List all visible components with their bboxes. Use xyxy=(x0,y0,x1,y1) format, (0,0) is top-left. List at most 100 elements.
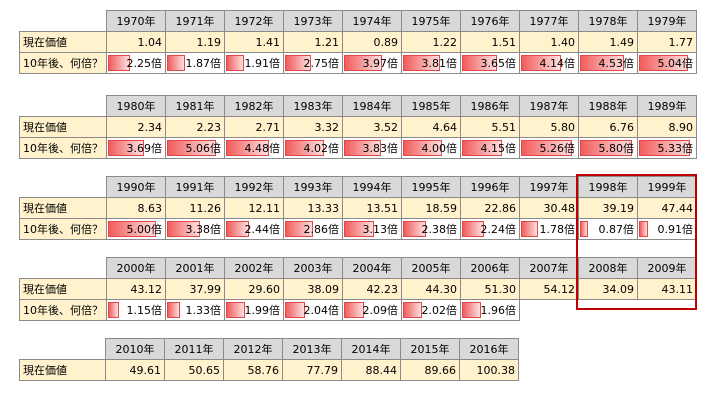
multiplier-databar xyxy=(403,55,440,71)
multiplier-cell: 1.15倍 xyxy=(106,299,166,321)
multiplier-cell: 5.06倍 xyxy=(165,137,225,159)
multiplier-cell: 5.04倍 xyxy=(637,52,697,74)
multiplier-databar xyxy=(462,55,498,71)
value-cell: 34.09 xyxy=(578,278,638,300)
multiplier-row: 10年後、何倍？ 1.15倍 1.33倍 1.99倍 2.04倍 2.09倍 2.02倍 1.… xyxy=(19,299,697,321)
year-block-table: 1970年 1971年 1972年 1973年 1974年 1975年 1976年 1977年… xyxy=(19,10,697,74)
year-header-cell: 2013年 xyxy=(282,338,342,360)
multiplier-databar xyxy=(167,55,185,71)
multiplier-databar xyxy=(521,221,539,237)
multiplier-cell: 0.87倍 xyxy=(578,218,638,240)
multiplier-cell: 2.38倍 xyxy=(401,218,461,240)
year-header-cell: 1999年 xyxy=(637,176,697,198)
multiplier-cell: 5.26倍 xyxy=(519,137,579,159)
multiplier-text: 2.09倍 xyxy=(362,304,399,317)
value-cell: 18.59 xyxy=(401,197,461,219)
year-block-table: 1980年 1981年 1982年 1983年 1984年 1985年 1986年 1987年… xyxy=(19,95,697,159)
year-header-cell: 2002年 xyxy=(224,257,284,279)
year-header-cell: 1977年 xyxy=(519,10,579,32)
multiplier-cell: 2.75倍 xyxy=(283,52,343,74)
multiplier-text: 5.33倍 xyxy=(657,142,694,155)
multiplier-databar xyxy=(285,140,324,156)
multiplier-text: 5.00倍 xyxy=(126,223,163,236)
year-header-cell: 1980年 xyxy=(106,95,166,117)
value-cell: 30.48 xyxy=(519,197,579,219)
year-header-cell: 1998年 xyxy=(578,176,638,198)
multiplier-text: 4.15倍 xyxy=(480,142,517,155)
row-label-value: 現在価値 xyxy=(19,359,106,381)
multiplier-text: 3.81倍 xyxy=(421,57,458,70)
multiplier-databar xyxy=(285,55,312,71)
multiplier-text: 2.24倍 xyxy=(480,223,517,236)
year-header-cell: 1997年 xyxy=(519,176,579,198)
value-cell: 11.26 xyxy=(165,197,225,219)
multiplier-databar xyxy=(167,302,180,318)
row-label-multiplier: 10年後、何倍？ xyxy=(19,218,107,240)
value-cell: 1.04 xyxy=(106,31,166,53)
year-header-cell: 2008年 xyxy=(578,257,638,279)
year-header-cell: 2000年 xyxy=(106,257,166,279)
value-cell: 43.11 xyxy=(637,278,697,300)
multiplier-databar xyxy=(226,55,245,71)
multiplier-text: 0.87倍 xyxy=(598,223,635,236)
year-block-table: 2010年 2011年 2012年 2013年 2014年 2015年 2016年 現在価値 4… xyxy=(19,338,519,381)
multiplier-row: 10年後、何倍？ 5.00倍 3.38倍 2.44倍 2.86倍 3.13倍 2.38倍 2.… xyxy=(19,218,697,240)
multiplier-databar xyxy=(108,55,130,71)
multiplier-cell: 1.78倍 xyxy=(519,218,579,240)
multiplier-text: 5.26倍 xyxy=(539,142,576,155)
year-header-cell: 1989年 xyxy=(637,95,697,117)
year-header-cell: 1995年 xyxy=(401,176,461,198)
multiplier-text: 3.38倍 xyxy=(185,223,222,236)
year-header-row: 2010年 2011年 2012年 2013年 2014年 2015年 2016年 xyxy=(20,338,519,360)
multiplier-cell: 4.53倍 xyxy=(578,52,638,74)
multiplier-text: 3.65倍 xyxy=(480,57,517,70)
multiplier-cell: 3.13倍 xyxy=(342,218,402,240)
value-cell: 49.61 xyxy=(105,359,165,381)
multiplier-databar xyxy=(639,55,688,71)
multiplier-databar xyxy=(226,140,270,156)
multiplier-text: 2.25倍 xyxy=(126,57,163,70)
year-header-cell: 1974年 xyxy=(342,10,402,32)
year-header-cell: 2007年 xyxy=(519,257,579,279)
multiplier-cell: 2.44倍 xyxy=(224,218,284,240)
value-cell: 77.79 xyxy=(282,359,342,381)
year-header-cell: 1976年 xyxy=(460,10,520,32)
row-label-multiplier: 10年後、何倍？ xyxy=(19,137,107,159)
row-label-value: 現在価値 xyxy=(19,31,107,53)
year-header-cell: 1987年 xyxy=(519,95,579,117)
year-header-cell: 1972年 xyxy=(224,10,284,32)
multiplier-text: 1.15倍 xyxy=(126,304,163,317)
value-cell: 100.38 xyxy=(459,359,519,381)
value-cell: 43.12 xyxy=(106,278,166,300)
multiplier-databar xyxy=(403,302,423,318)
year-header-cell: 1975年 xyxy=(401,10,461,32)
multiplier-cell: 2.25倍 xyxy=(106,52,166,74)
year-header-cell: 2015年 xyxy=(400,338,460,360)
value-cell: 1.41 xyxy=(224,31,284,53)
value-row: 現在価値 49.61 50.65 58.76 77.79 88.44 89.66 100.38 xyxy=(19,359,519,381)
year-header-cell: 2010年 xyxy=(105,338,165,360)
year-header-cell: 2004年 xyxy=(342,257,402,279)
multiplier-databar xyxy=(108,221,157,237)
value-cell: 51.30 xyxy=(460,278,520,300)
multiplier-cell: 2.09倍 xyxy=(342,299,402,321)
value-cell: 1.49 xyxy=(578,31,638,53)
value-cell: 1.22 xyxy=(401,31,461,53)
value-cell: 3.52 xyxy=(342,116,402,138)
multiplier-text: 2.02倍 xyxy=(421,304,458,317)
multiplier-databar xyxy=(167,221,200,237)
multiplier-text: 5.80倍 xyxy=(598,142,635,155)
year-header-row: 1990年 1991年 1992年 1993年 1994年 1995年 1996年 1997年… xyxy=(20,176,697,198)
value-cell: 1.40 xyxy=(519,31,579,53)
multiplier-cell: 3.65倍 xyxy=(460,52,520,74)
multiplier-text: 3.69倍 xyxy=(126,142,163,155)
multiplier-databar xyxy=(403,140,442,156)
row-label-value: 現在価値 xyxy=(19,197,107,219)
row-label-multiplier: 10年後、何倍？ xyxy=(19,299,107,321)
year-header-cell: 2001年 xyxy=(165,257,225,279)
value-row: 現在価値 43.12 37.99 29.60 38.09 42.23 44.30 51.30 5… xyxy=(19,278,697,300)
value-cell: 89.66 xyxy=(400,359,460,381)
year-header-cell: 1991年 xyxy=(165,176,225,198)
multiplier-databar xyxy=(285,302,305,318)
multiplier-text: 3.13倍 xyxy=(362,223,399,236)
